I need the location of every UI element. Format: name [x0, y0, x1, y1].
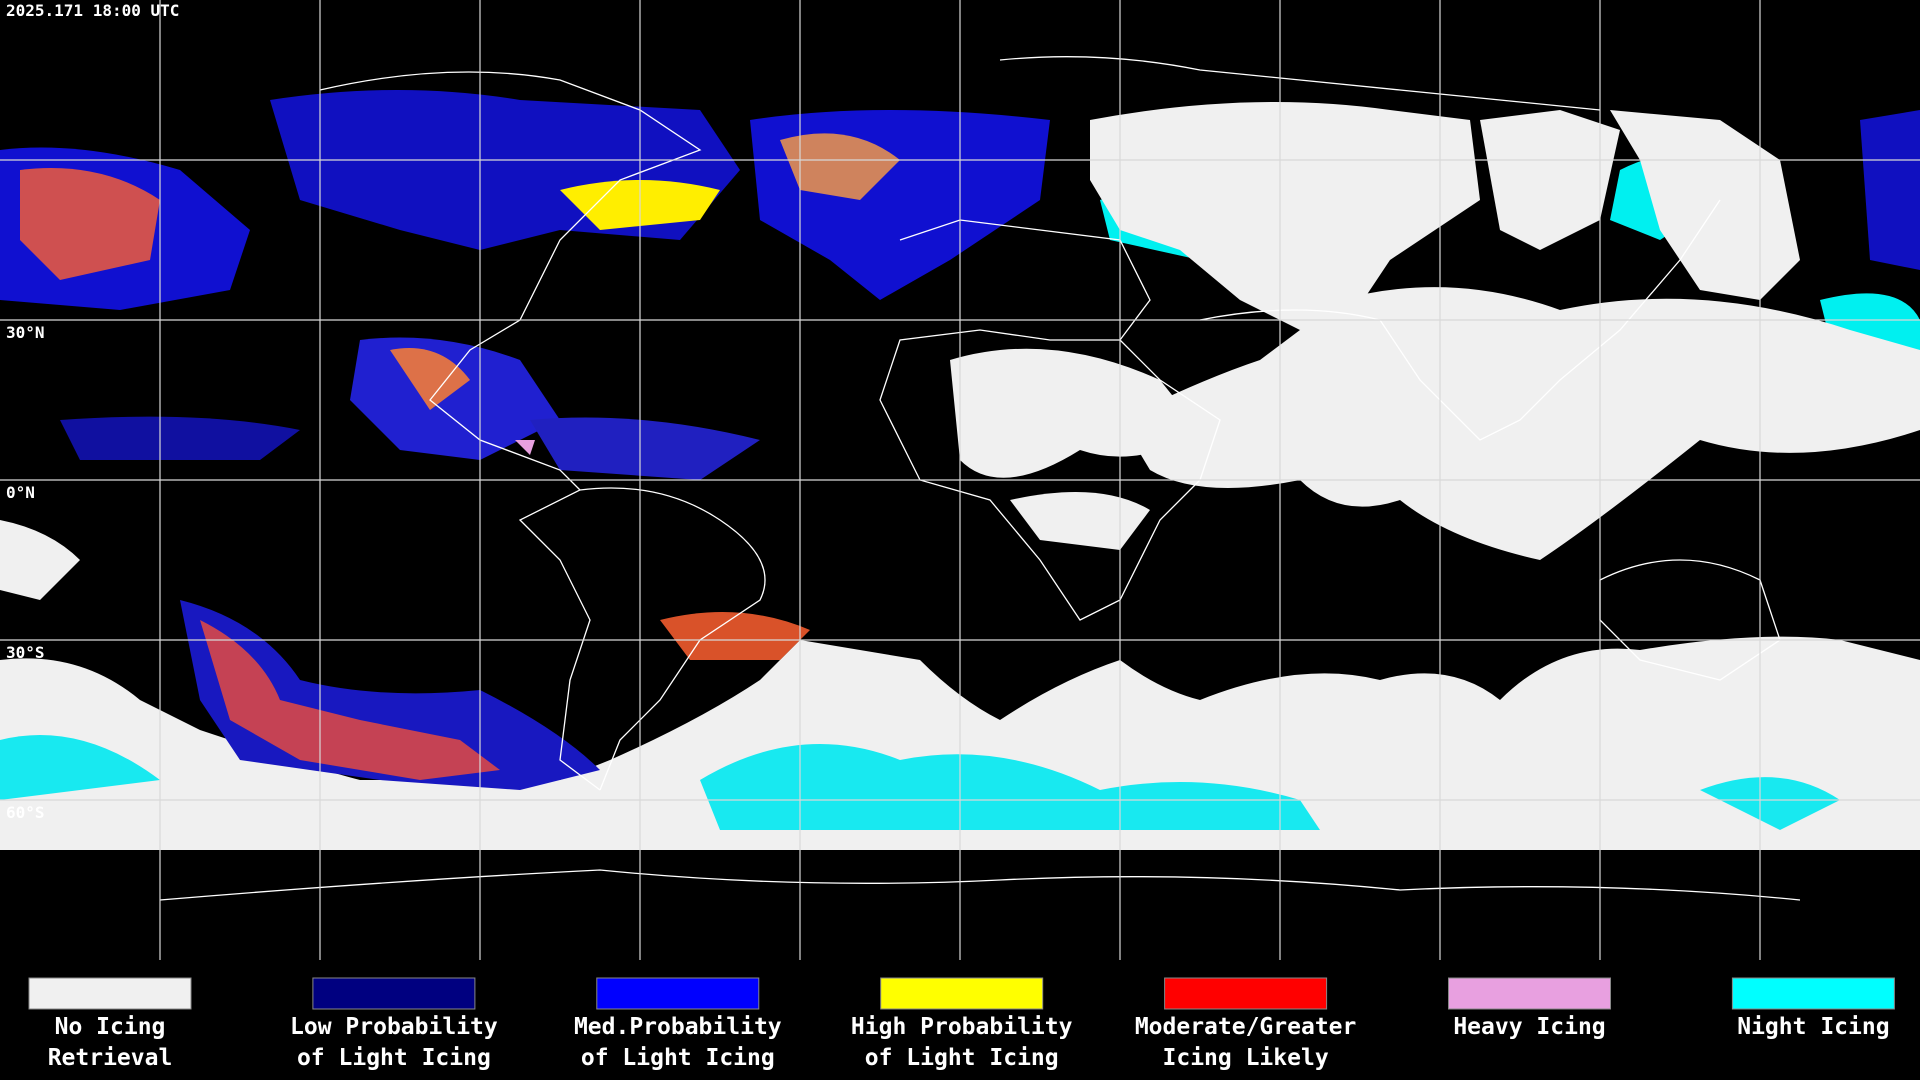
- legend-swatch: [596, 977, 760, 1010]
- legend-label: of Light Icing: [581, 1045, 775, 1071]
- latitude-label: 60°S: [6, 803, 45, 822]
- night-icing-south: [0, 735, 1840, 830]
- legend-swatch: [1731, 977, 1895, 1010]
- legend-label: Low Probability: [290, 1014, 498, 1040]
- latitude-label: 30°N: [6, 323, 45, 342]
- coastlines: [159, 56, 1801, 901]
- legend-label: of Light Icing: [865, 1045, 1059, 1071]
- legend-label: High Probability: [851, 1014, 1073, 1040]
- latitude-label: 0°N: [6, 483, 35, 502]
- graticule: [0, 0, 1920, 960]
- legend-label: Retrieval: [48, 1045, 173, 1071]
- legend-label: Moderate/Greater: [1135, 1014, 1357, 1040]
- legend-swatch: [312, 977, 476, 1010]
- legend-label: No Icing: [55, 1014, 166, 1040]
- legend-label: Icing Likely: [1163, 1045, 1329, 1071]
- legend-swatch: [28, 977, 192, 1010]
- legend-swatch: [1164, 977, 1328, 1010]
- legend-label: Night Icing: [1737, 1014, 1889, 1040]
- legend-label: Med.Probability: [574, 1014, 782, 1040]
- latitude-label: 30°S: [6, 643, 45, 662]
- latitude-labels: 30°N 0°N 30°S 60°S: [6, 323, 45, 822]
- icing-areas: [0, 90, 1920, 790]
- legend-label: of Light Icing: [297, 1045, 491, 1071]
- legend-swatch: [880, 977, 1044, 1010]
- legend-swatch: [1448, 977, 1611, 1010]
- legend-label: Heavy Icing: [1453, 1014, 1605, 1040]
- legend: No Icing Retrieval Low Probability of Light…: [28, 977, 1895, 1071]
- timestamp: 2025.171 18:00 UTC: [6, 1, 179, 20]
